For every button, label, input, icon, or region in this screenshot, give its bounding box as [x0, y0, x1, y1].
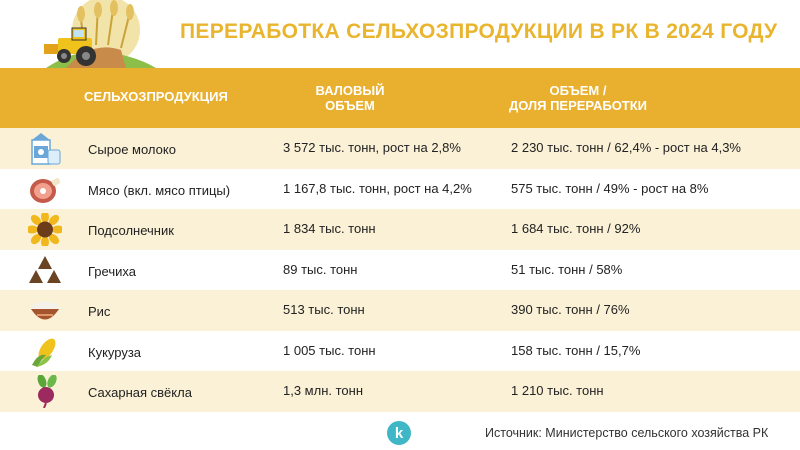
column-header-gross: ВАЛОВЫЙ ОБЪЕМ [290, 83, 410, 113]
gross-volume: 89 тыс. тонн [283, 261, 358, 277]
product-name: Гречиха [88, 263, 136, 279]
logo-letter: k [395, 425, 404, 442]
data-table: Сырое молоко 3 572 тыс. тонн, рост на 2,… [0, 128, 800, 412]
buckwheat-icon [29, 255, 61, 283]
table-row: Кукуруза 1 005 тыс. тонн 158 тыс. тонн /… [0, 331, 800, 372]
column-header-processing-line1: ОБЪЕМ / [549, 83, 607, 98]
corn-icon [32, 338, 56, 367]
gross-volume: 513 тыс. тонн [283, 302, 365, 317]
product-name: Рис [88, 304, 111, 319]
column-header-processing: ОБЪЕМ / ДОЛЯ ПЕРЕРАБОТКИ [498, 83, 658, 113]
processing-volume: 390 тыс. тонн / 76% [511, 302, 630, 317]
column-header-processing-line2: ДОЛЯ ПЕРЕРАБОТКИ [508, 98, 648, 113]
table-row: Мясо (вкл. мясо птицы) 1 167,8 тыс. тонн… [0, 169, 800, 210]
rice-bowl-icon [31, 302, 59, 320]
gross-volume: 1 834 тыс. тонн [283, 221, 376, 236]
processing-volume: 575 тыс. тонн / 49% - рост на 8% [511, 180, 709, 196]
gross-volume: 1 167,8 тыс. тонн, рост на 4,2% [283, 180, 472, 196]
table-row: Сырое молоко 3 572 тыс. тонн, рост на 2,… [0, 128, 800, 169]
table-header: СЕЛЬХОЗПРОДУКЦИЯ ВАЛОВЫЙ ОБЪЕМ ОБЪЕМ / Д… [0, 68, 800, 128]
processing-volume: 1 210 тыс. тонн [511, 383, 604, 398]
product-name: Мясо (вкл. мясо птицы) [88, 182, 231, 198]
table-row: Сахарная свёкла 1,3 млн. тонн 1 210 тыс.… [0, 371, 800, 412]
product-name: Сахарная свёкла [88, 385, 192, 400]
processing-volume: 2 230 тыс. тонн / 62,4% - рост на 4,3% [511, 140, 741, 155]
page-title: ПЕРЕРАБОТКА СЕЛЬХОЗПРОДУКЦИИ В РК В 2024… [180, 20, 778, 43]
kursiv-logo-icon: k [387, 421, 411, 445]
gross-volume: 1,3 млн. тонн [283, 383, 364, 398]
ham-icon [30, 177, 61, 203]
tractor-wheat-illustration [44, 0, 156, 68]
milk-carton-icon [31, 133, 61, 165]
product-name: Сырое молоко [88, 142, 176, 157]
gross-volume: 3 572 тыс. тонн, рост на 2,8% [283, 140, 461, 155]
product-name: Подсолнечник [88, 223, 174, 238]
gross-volume: 1 005 тыс. тонн [283, 342, 376, 358]
column-header-product: СЕЛЬХОЗПРОДУКЦИЯ [84, 89, 228, 104]
table-row: Рис 513 тыс. тонн 390 тыс. тонн / 76% [0, 290, 800, 331]
processing-volume: 1 684 тыс. тонн / 92% [511, 221, 641, 236]
table-row: Гречиха 89 тыс. тонн 51 тыс. тонн / 58% [0, 250, 800, 291]
beet-icon [37, 375, 57, 408]
source-note: Источник: Министерство сельского хозяйст… [485, 426, 769, 440]
processing-volume: 51 тыс. тонн / 58% [511, 261, 623, 277]
product-name: Кукуруза [88, 344, 142, 360]
sunflower-icon [28, 213, 62, 246]
column-header-gross-line1: ВАЛОВЫЙ [315, 83, 385, 98]
table-row: Подсолнечник 1 834 тыс. тонн 1 684 тыс. … [0, 209, 800, 250]
column-header-gross-line2: ОБЪЕМ [325, 98, 375, 113]
processing-volume: 158 тыс. тонн / 15,7% [511, 342, 641, 358]
